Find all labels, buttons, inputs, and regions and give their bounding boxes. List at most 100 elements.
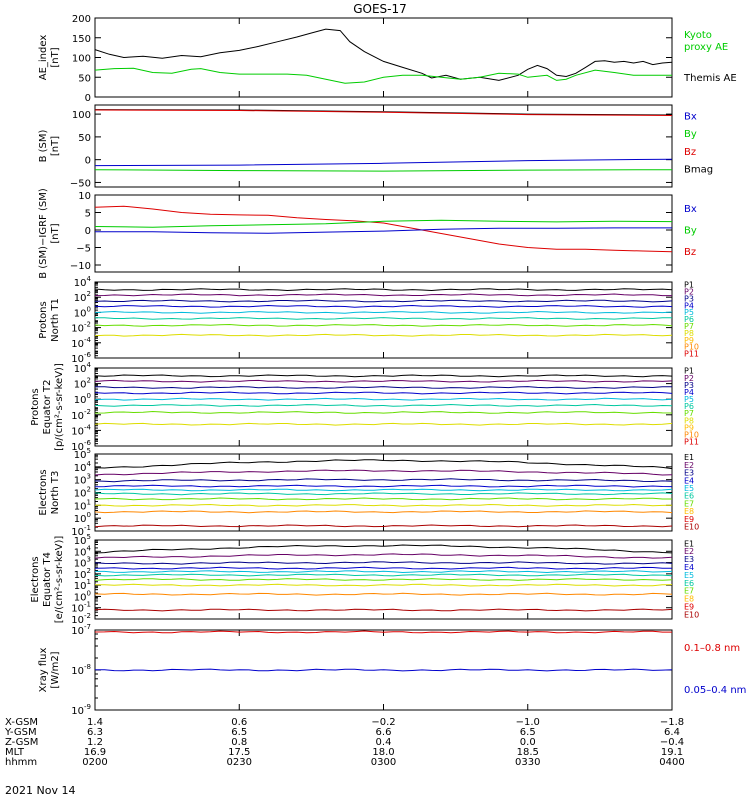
panel-frame (94, 104, 673, 188)
x-axis-value: 0230 (227, 757, 252, 768)
y-tick-label: 102 (74, 377, 91, 391)
legend-entry: 0.05–0.4 nm (684, 685, 746, 696)
series-line-p2 (94, 293, 672, 297)
x-axis-value: 17.5 (228, 747, 250, 758)
y-tick-label: 150 (72, 34, 91, 45)
x-axis-value: 0.6 (231, 717, 247, 728)
series-line-e4 (94, 484, 673, 488)
y-tick-label: 10-4 (71, 336, 91, 350)
panel-frame (94, 17, 673, 98)
series-line-e1 (94, 459, 673, 470)
x-axis-value: 0300 (371, 757, 396, 768)
legend-entry: 0.1–0.8 nm (684, 643, 740, 654)
y-axis-label: Protons (30, 388, 41, 425)
y-tick-label: 50 (78, 133, 91, 144)
x-axis-value: 6.3 (87, 727, 103, 738)
legend-entry: E10 (684, 522, 699, 531)
y-axis-label: AE_index (38, 35, 49, 81)
legend-entry: P7 (684, 409, 694, 418)
legend-entry: P7 (684, 322, 694, 331)
series-line-0-05-0-4-nm (95, 668, 673, 672)
legend-entry: P2 (684, 374, 694, 383)
y-axis-label: [nT] (50, 47, 61, 67)
legend-entry: E5 (684, 484, 694, 493)
legend-entry: E5 (684, 571, 694, 580)
series-line-e5 (94, 488, 673, 492)
y-tick-label: 10-2 (71, 408, 91, 422)
series-line-e6 (94, 573, 673, 577)
series-line-bz (94, 205, 673, 253)
x-axis-value: 0.4 (376, 737, 392, 748)
y-tick-label: −50 (70, 178, 91, 189)
panel-8: 10-9 10-8 10-7 Xray flux [W/m2] 0.1–0.8 nm 0.0… (38, 623, 746, 717)
legend-entry: E3 (684, 469, 694, 478)
legend-entry: E3 (684, 555, 694, 564)
y-axis-label: [e/(cm²-s-sr-keV)] (54, 536, 65, 624)
y-axis-label: Equator T4 (42, 552, 53, 607)
x-axis-value: −0.2 (371, 717, 395, 728)
panel-frame (94, 194, 673, 273)
legend-entry: E10 (684, 610, 699, 619)
panel-3: −10 −5 0 5 10 B (SM)−IGRF (SM) [nT] Bx By Bz (38, 188, 697, 279)
legend-entry: P11 (684, 438, 699, 447)
x-axis-value: 18.5 (517, 747, 539, 758)
legend-entry: E1 (684, 453, 694, 462)
x-axis-value: 0.8 (231, 737, 247, 748)
x-axis-value: 19.1 (661, 747, 683, 758)
y-axis-label: [nT] (50, 223, 61, 243)
legend-entry: P5 (684, 395, 694, 404)
x-axis-value: 0.0 (520, 737, 536, 748)
series-line-e1 (94, 544, 673, 554)
x-axis-value: −1.8 (660, 717, 684, 728)
legend-entry: E1 (684, 539, 694, 548)
series-line-p1 (94, 288, 673, 292)
y-tick-label: 0 (85, 93, 91, 104)
series-line-p5 (94, 397, 673, 401)
legend-entry: E7 (684, 499, 694, 508)
panel-2: −50 0 50 100 B (SM) [nT] Bx By Bz Bmag (38, 104, 713, 189)
y-tick-label: −10 (70, 261, 91, 272)
legend-entry: Bz (684, 247, 696, 258)
legend-entry: P5 (684, 308, 694, 317)
x-axis-value: 6.6 (376, 727, 392, 738)
legend-entry: Kyoto (684, 30, 712, 41)
series-line-p5 (94, 310, 673, 314)
y-axis-label: Protons (38, 301, 49, 338)
legend-entry: E9 (684, 515, 694, 524)
legend-entry: proxy AE (684, 42, 728, 53)
x-axis-value: −0.4 (660, 737, 684, 748)
y-axis-label: B (SM)−IGRF (SM) (38, 188, 49, 279)
series-line-e3 (94, 478, 673, 483)
y-tick-label: 100 (74, 392, 91, 406)
series-line-p4 (94, 304, 673, 308)
legend-entry: E8 (684, 507, 694, 516)
y-axis-label: B (SM) (38, 129, 49, 162)
y-tick-label: 50 (78, 73, 91, 84)
legend-entry: By (684, 129, 697, 140)
legend-entry: E2 (684, 461, 694, 470)
y-axis-label: Electrons (38, 469, 49, 515)
legend-entry: Bmag (684, 165, 713, 176)
series-line-0-1-0-8-nm (94, 630, 672, 634)
series-line-bx (95, 227, 672, 234)
series-line-e7 (94, 497, 672, 501)
legend-entry: P6 (684, 402, 694, 411)
series-line-e3 (94, 561, 673, 565)
legend-entry: P1 (684, 281, 694, 290)
y-tick-label: 10 (78, 191, 91, 202)
series-line-p4 (94, 391, 673, 395)
legend-entry: P6 (684, 315, 694, 324)
x-axis-value: 18.0 (372, 747, 394, 758)
legend-entry: P10 (684, 343, 699, 352)
y-axis-label: North T3 (50, 471, 61, 515)
y-axis-label: [nT] (50, 136, 61, 156)
series-line-p6 (94, 317, 673, 320)
y-tick-label: 10-8 (71, 663, 91, 677)
legend-entry: E6 (684, 579, 694, 588)
